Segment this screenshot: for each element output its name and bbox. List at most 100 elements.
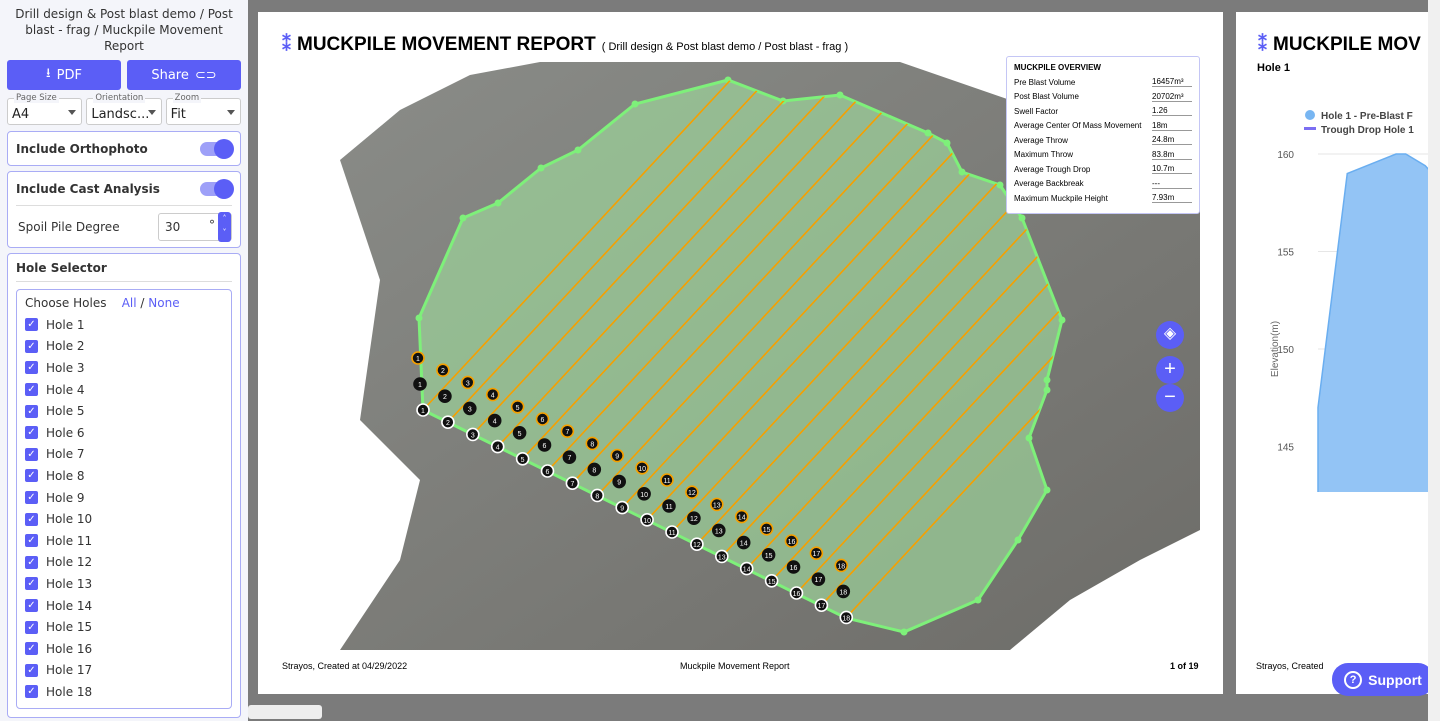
checkbox-checked-icon[interactable]: ✓	[25, 426, 38, 440]
checkbox-checked-icon[interactable]: ✓	[25, 318, 38, 332]
hole-end-marker[interactable]	[734, 509, 749, 524]
hole-end-marker[interactable]	[535, 412, 550, 426]
vertical-scrollbar[interactable]	[1428, 0, 1440, 721]
select-none-link[interactable]: None	[148, 296, 180, 310]
hole-marker[interactable]	[711, 523, 726, 538]
hole-start-marker[interactable]	[466, 427, 480, 442]
pdf-button[interactable]: ⭳ PDF	[7, 60, 121, 90]
zoom-in-button[interactable]: +	[1156, 356, 1184, 384]
hole-end-marker[interactable]	[709, 497, 724, 512]
hole-start-marker[interactable]	[665, 525, 679, 539]
zoom-select[interactable]: Zoom Fit	[165, 93, 241, 125]
hole-checkbox-row[interactable]: ✓ Hole 5	[25, 400, 223, 422]
hole-start-marker[interactable]	[490, 439, 505, 454]
hole-checkbox-row[interactable]: ✓ Hole 14	[25, 595, 223, 617]
hole-start-marker[interactable]	[640, 512, 654, 527]
hole-checkbox-row[interactable]: ✓ Hole 15	[25, 616, 223, 638]
hole-marker[interactable]	[487, 413, 502, 428]
hole-marker[interactable]	[562, 450, 577, 465]
checkbox-checked-icon[interactable]: ✓	[25, 404, 38, 418]
hole-checkbox-row[interactable]: ✓ Hole 13	[25, 573, 223, 595]
hole-end-marker[interactable]	[635, 460, 649, 475]
hole-start-marker[interactable]	[416, 403, 430, 417]
hole-end-marker[interactable]	[436, 363, 450, 378]
hole-end-marker[interactable]	[809, 546, 824, 561]
orientation-select[interactable]: Orientation Landsc...	[86, 93, 162, 125]
select-all-link[interactable]: All	[121, 296, 137, 310]
hole-checkbox-row[interactable]: ✓ Hole 11	[25, 530, 223, 552]
hole-start-marker[interactable]	[714, 549, 729, 564]
layers-button[interactable]: ◈	[1156, 321, 1184, 349]
checkbox-checked-icon[interactable]: ✓	[25, 620, 38, 634]
share-button[interactable]: Share ⊂⊃	[127, 60, 241, 90]
support-button[interactable]: ? Support	[1332, 663, 1434, 696]
hole-marker[interactable]	[811, 572, 826, 587]
hole-end-marker[interactable]	[759, 521, 774, 536]
hole-checkbox-row[interactable]: ✓ Hole 17	[25, 660, 223, 682]
hole-start-marker[interactable]	[515, 451, 530, 466]
hole-end-marker[interactable]	[585, 436, 600, 451]
checkbox-checked-icon[interactable]: ✓	[25, 599, 38, 613]
hole-start-marker[interactable]	[764, 573, 779, 588]
hole-start-marker[interactable]	[839, 610, 854, 625]
hole-marker[interactable]	[687, 511, 701, 526]
checkbox-checked-icon[interactable]: ✓	[25, 491, 38, 505]
horizontal-scrollbar[interactable]	[248, 705, 322, 719]
hole-end-marker[interactable]	[784, 534, 799, 548]
checkbox-checked-icon[interactable]: ✓	[25, 577, 38, 591]
hole-start-marker[interactable]	[441, 415, 455, 430]
page-size-select[interactable]: Page Size A4	[7, 93, 83, 125]
checkbox-checked-icon[interactable]: ✓	[25, 685, 38, 699]
hole-marker[interactable]	[637, 486, 651, 501]
orthophoto-toggle[interactable]	[200, 138, 234, 159]
hole-end-marker[interactable]	[834, 558, 849, 573]
hole-end-marker[interactable]	[485, 387, 500, 402]
checkbox-checked-icon[interactable]: ✓	[25, 447, 38, 461]
hole-marker[interactable]	[587, 462, 602, 477]
hole-start-marker[interactable]	[565, 476, 580, 491]
checkbox-checked-icon[interactable]: ✓	[25, 663, 38, 677]
checkbox-checked-icon[interactable]: ✓	[25, 555, 38, 569]
hole-marker[interactable]	[438, 389, 452, 404]
hole-checkbox-row[interactable]: ✓ Hole 7	[25, 444, 223, 466]
hole-checkbox-row[interactable]: ✓ Hole 16	[25, 638, 223, 660]
hole-start-marker[interactable]	[615, 500, 630, 515]
hole-checkbox-row[interactable]: ✓ Hole 3	[25, 357, 223, 379]
hole-marker[interactable]	[786, 560, 801, 574]
spinner-icon[interactable]: ˄ ˅	[218, 211, 231, 242]
hole-start-marker[interactable]	[540, 464, 555, 478]
muckpile-map[interactable]: 1112223334445556667778889991010101111111…	[258, 12, 1223, 694]
hole-marker[interactable]	[836, 584, 851, 599]
hole-checkbox-row[interactable]: ✓ Hole 4	[25, 379, 223, 401]
hole-end-marker[interactable]	[411, 351, 425, 365]
hole-start-marker[interactable]	[814, 598, 829, 613]
hole-marker[interactable]	[736, 535, 751, 550]
hole-end-marker[interactable]	[510, 399, 525, 414]
hole-checkbox-row[interactable]: ✓ Hole 2	[25, 336, 223, 358]
hole-marker[interactable]	[463, 401, 477, 416]
hole-marker[interactable]	[512, 425, 527, 440]
checkbox-checked-icon[interactable]: ✓	[25, 642, 38, 656]
hole-end-marker[interactable]	[685, 485, 699, 500]
zoom-out-button[interactable]: −	[1156, 384, 1184, 412]
hole-checkbox-row[interactable]: ✓ Hole 12	[25, 552, 223, 574]
hole-checkbox-row[interactable]: ✓ Hole 18	[25, 681, 223, 703]
hole-checkbox-row[interactable]: ✓ Hole 6	[25, 422, 223, 444]
checkbox-checked-icon[interactable]: ✓	[25, 361, 38, 375]
hole-start-marker[interactable]	[739, 561, 754, 576]
hole-end-marker[interactable]	[660, 473, 674, 487]
checkbox-checked-icon[interactable]: ✓	[25, 512, 38, 526]
hole-marker[interactable]	[537, 438, 552, 452]
hole-checkbox-row[interactable]: ✓ Hole 1	[25, 314, 223, 336]
hole-start-marker[interactable]	[690, 537, 704, 552]
hole-end-marker[interactable]	[560, 424, 575, 439]
checkbox-checked-icon[interactable]: ✓	[25, 469, 38, 483]
hole-end-marker[interactable]	[610, 448, 625, 463]
checkbox-checked-icon[interactable]: ✓	[25, 383, 38, 397]
hole-marker[interactable]	[761, 547, 776, 562]
hole-checkbox-row[interactable]: ✓ Hole 8	[25, 465, 223, 487]
hole-start-marker[interactable]	[789, 586, 804, 600]
hole-checkbox-row[interactable]: ✓ Hole 10	[25, 508, 223, 530]
hole-end-marker[interactable]	[461, 375, 475, 390]
hole-marker[interactable]	[413, 377, 427, 391]
